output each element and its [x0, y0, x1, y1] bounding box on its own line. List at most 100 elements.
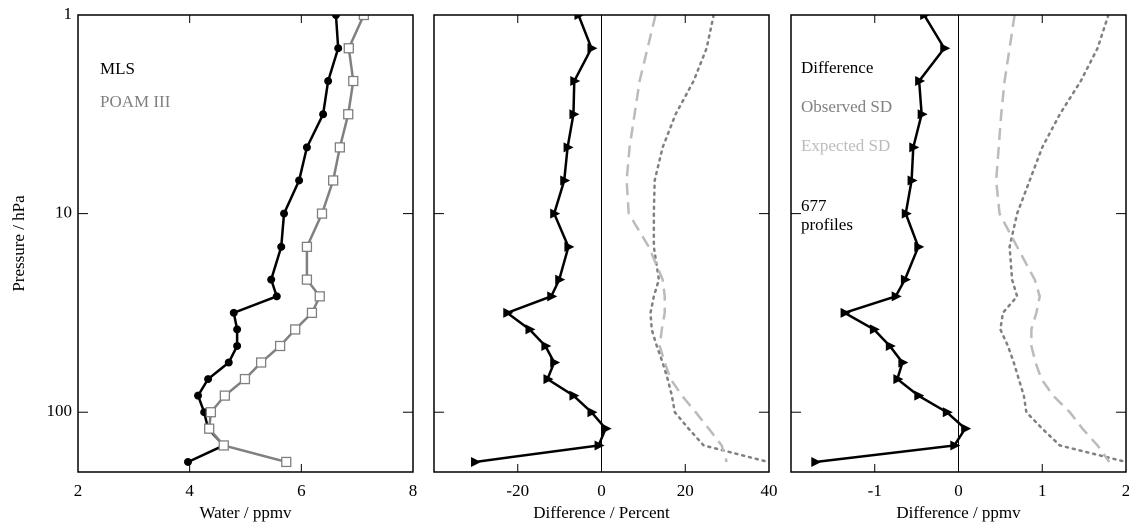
profile-line: [649, 15, 769, 464]
marker: [885, 340, 896, 351]
marker: [950, 440, 961, 451]
marker: [324, 77, 333, 86]
marker: [503, 307, 514, 318]
profile-line: [815, 15, 967, 464]
marker: [550, 208, 561, 219]
marker: [942, 407, 953, 418]
marker: [301, 274, 313, 285]
data-layer: [183, 15, 370, 468]
marker: [328, 175, 339, 186]
marker: [560, 175, 571, 186]
marker: [272, 292, 281, 301]
profile-line: [187, 15, 340, 464]
marker: [319, 110, 328, 119]
x-tick-label: 0: [597, 481, 606, 500]
annotation: profiles: [801, 215, 853, 234]
profile-line: [999, 15, 1126, 464]
x-tick-label: 2: [74, 481, 83, 500]
legend-label: MLS: [100, 59, 135, 78]
marker: [543, 374, 554, 385]
y-tick-label: 10: [55, 203, 72, 222]
x-axis-label: Difference / ppmv: [896, 503, 1021, 522]
marker: [233, 341, 242, 350]
profile-line: [994, 15, 1111, 463]
marker: [348, 75, 359, 87]
marker: [471, 456, 482, 467]
x-axis-label: Difference / Percent: [533, 503, 670, 522]
x-tick-label: 40: [761, 481, 778, 500]
marker: [204, 423, 215, 434]
data-layer: [471, 15, 769, 467]
marker: [594, 440, 605, 451]
marker: [204, 375, 213, 384]
marker: [224, 358, 233, 367]
marker: [295, 176, 304, 185]
marker: [239, 373, 251, 385]
marker: [869, 324, 880, 335]
marker: [907, 175, 918, 186]
data-layer: [811, 15, 1126, 467]
marker: [301, 241, 313, 252]
marker: [811, 456, 822, 467]
marker: [194, 391, 203, 400]
marker: [205, 407, 217, 418]
marker: [909, 142, 920, 153]
plot-frame: [790, 14, 1127, 473]
marker: [541, 340, 552, 351]
marker: [358, 15, 370, 21]
legend-label: POAM III: [100, 92, 171, 111]
marker: [840, 307, 851, 318]
marker: [570, 76, 581, 87]
marker: [901, 208, 912, 219]
profile-line: [207, 15, 366, 464]
profile-line: [474, 15, 608, 464]
marker: [601, 423, 612, 434]
marker: [219, 390, 230, 401]
x-tick-label: 4: [185, 481, 194, 500]
marker: [277, 242, 286, 251]
marker: [233, 325, 242, 334]
x-tick-label: 1: [1038, 481, 1047, 500]
marker: [914, 241, 925, 252]
marker: [898, 357, 909, 368]
x-tick-label: 6: [297, 481, 306, 500]
marker: [306, 307, 318, 318]
panel: -1 0 1 2 Difference / ppmv Difference Observed…: [790, 14, 1129, 522]
marker: [914, 390, 925, 401]
marker: [961, 423, 972, 434]
marker: [314, 291, 325, 302]
profile-line: [625, 15, 728, 463]
panel: 2 4 6 8 1 10 100 Water / ppmv Pressure / hPa MLS P…: [9, 4, 417, 522]
marker: [525, 324, 536, 335]
marker: [229, 308, 238, 317]
x-tick-label: -20: [506, 481, 529, 500]
marker: [564, 241, 575, 252]
marker: [920, 15, 931, 20]
panel: -20 0 20 40 Difference / Percent: [433, 14, 778, 522]
marker: [274, 340, 286, 352]
x-tick-label: 0: [954, 481, 963, 500]
marker: [183, 457, 192, 466]
marker: [555, 274, 566, 285]
x-axis-label: Water / ppmv: [199, 503, 292, 522]
marker: [343, 43, 354, 54]
marker: [587, 43, 598, 54]
marker: [280, 209, 289, 218]
y-tick-label: 100: [47, 401, 73, 420]
x-tick-label: 2: [1122, 481, 1129, 500]
marker: [563, 142, 574, 153]
legend-label: Expected SD: [801, 136, 890, 155]
marker: [569, 390, 580, 401]
marker: [316, 208, 328, 219]
plot-frame: [433, 14, 770, 473]
marker: [574, 15, 585, 20]
marker: [917, 109, 928, 120]
y-axis-label: Pressure / hPa: [9, 195, 28, 292]
marker: [218, 440, 229, 451]
marker: [334, 44, 343, 53]
x-tick-label: -1: [868, 481, 882, 500]
marker: [940, 43, 951, 54]
marker: [343, 109, 354, 120]
marker: [900, 274, 911, 285]
